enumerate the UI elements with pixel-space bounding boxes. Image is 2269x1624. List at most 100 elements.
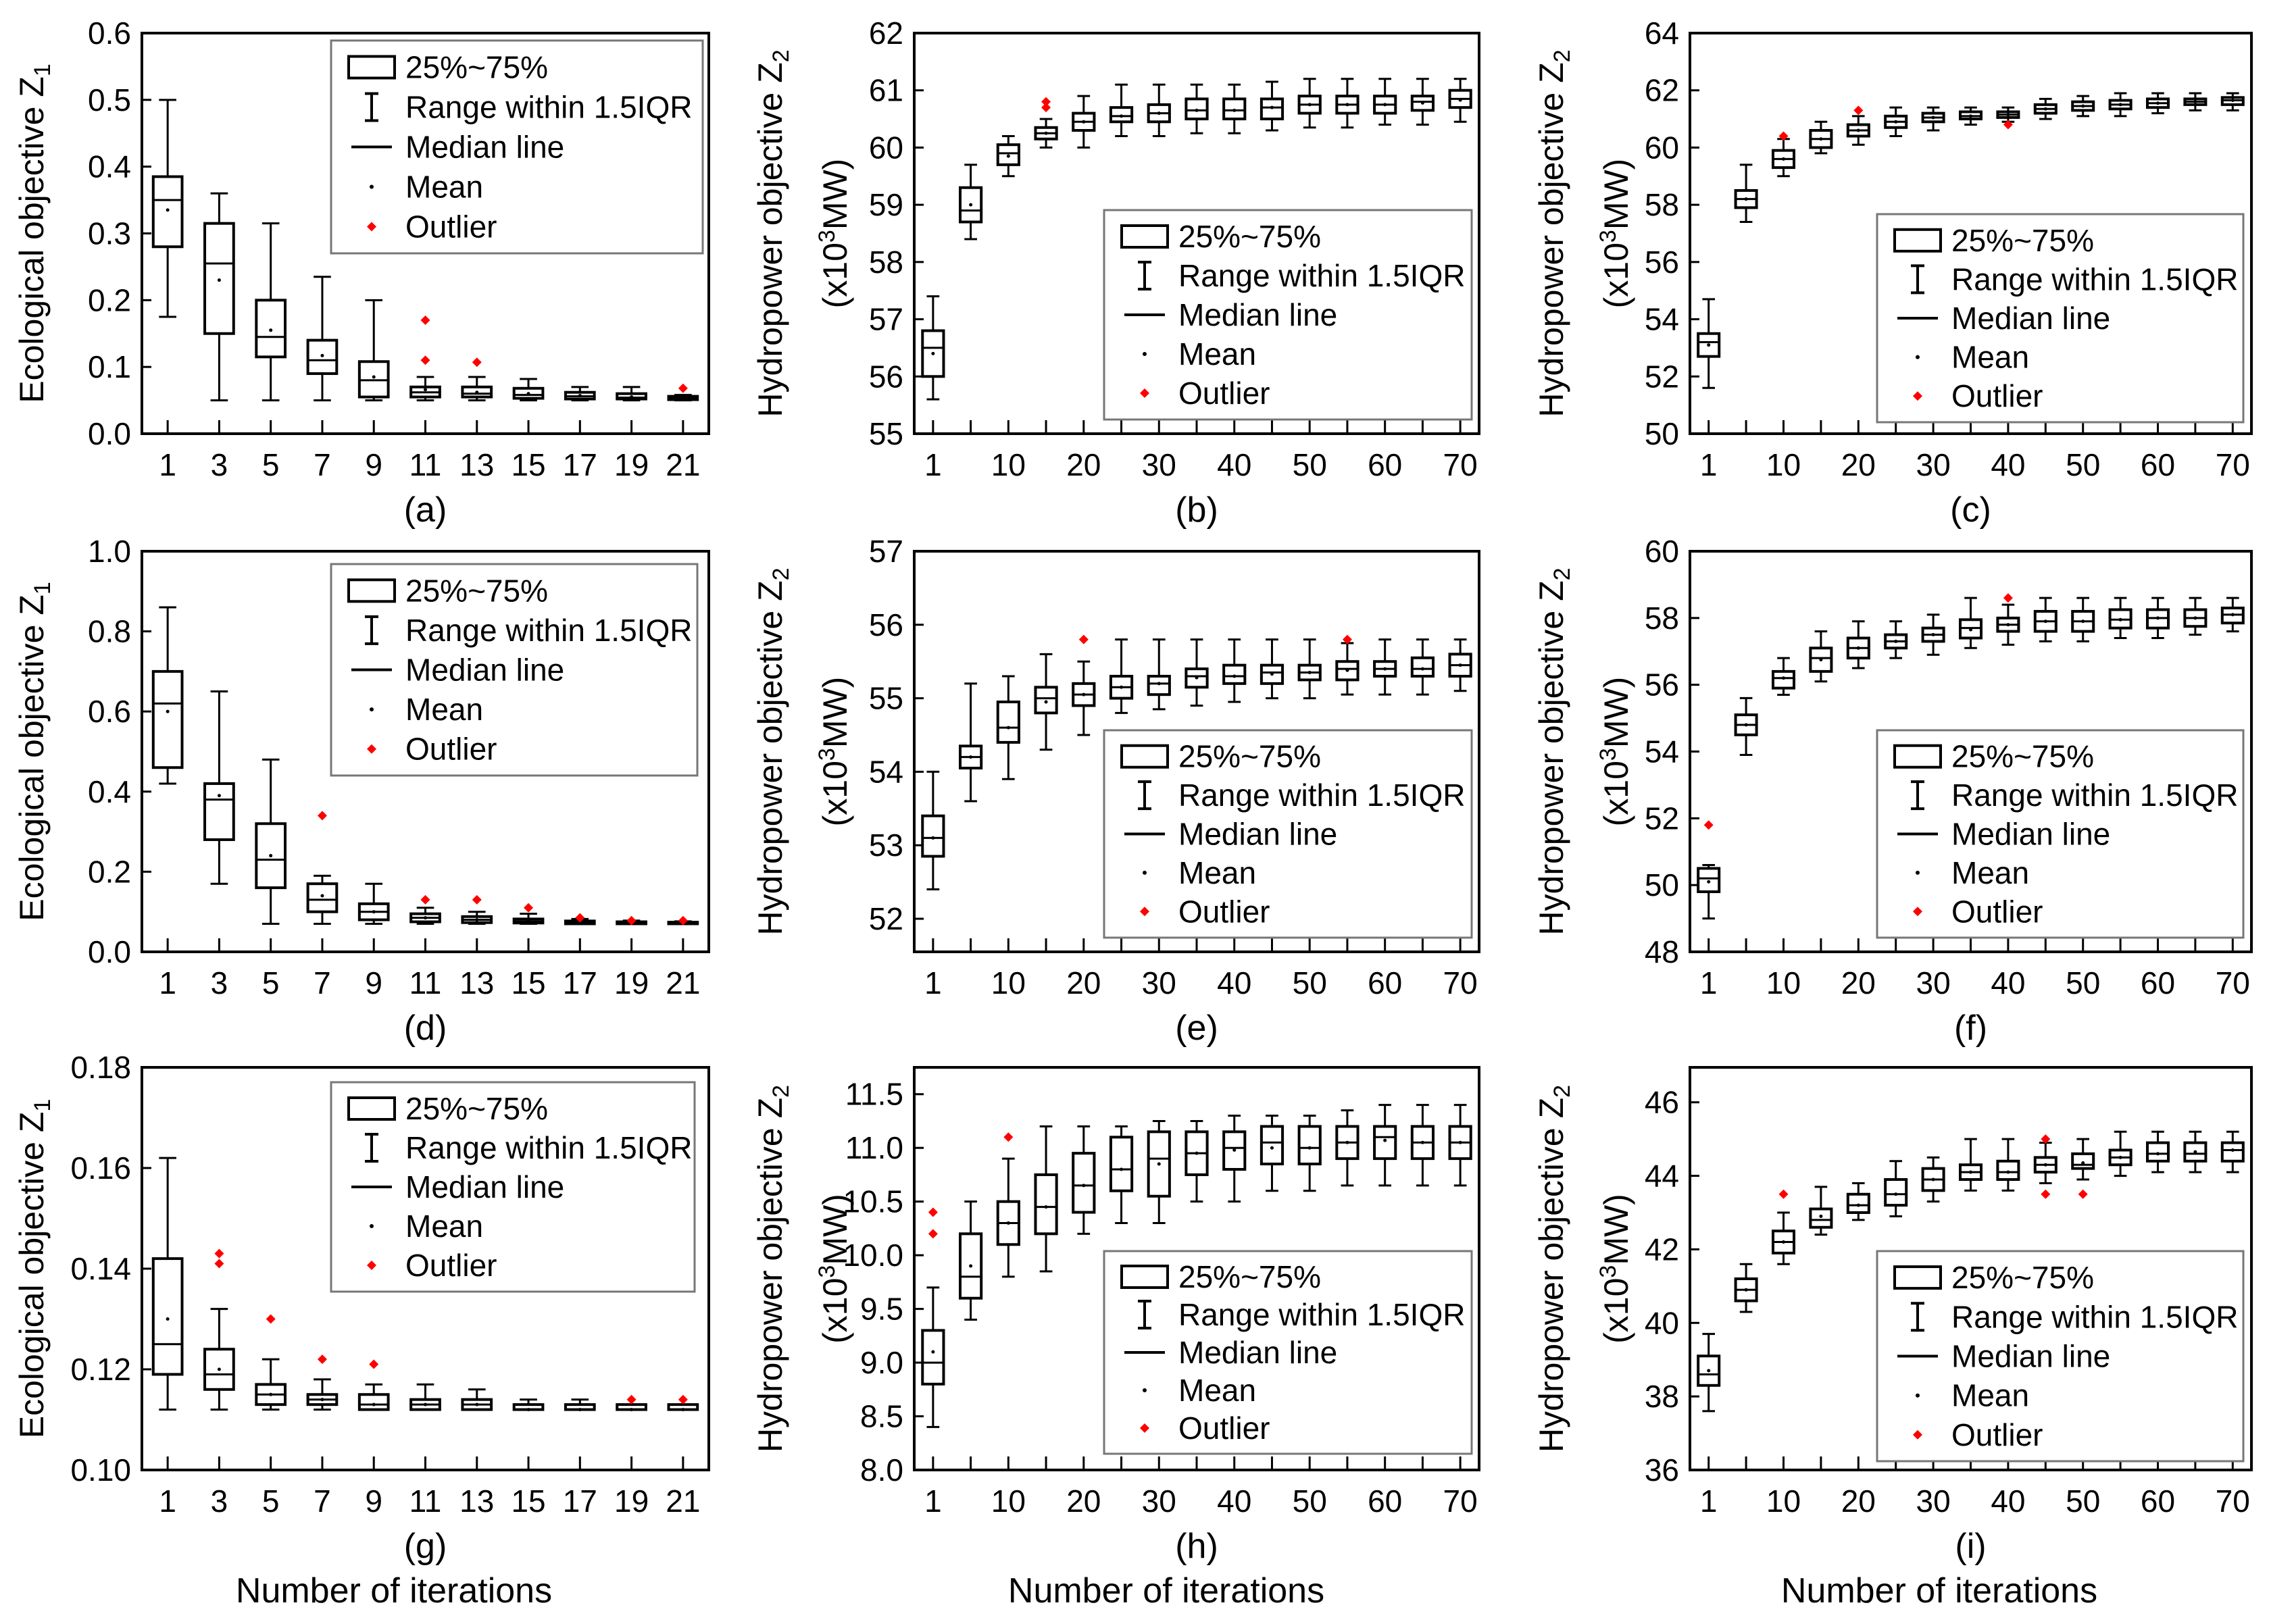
x-tick-label: 60 [1368, 1483, 1402, 1519]
box-17 [564, 913, 596, 925]
legend-range-icon [1138, 1300, 1151, 1329]
panel-a: 0.00.10.20.30.40.50.61 3 5 7 9 11 13 15 17 19 2125… [13, 16, 710, 530]
x-tick-label: 19 [614, 965, 649, 1000]
mean-marker [1819, 658, 1823, 662]
box-21 [667, 383, 699, 402]
y-tick-label: 0.2 [88, 854, 131, 889]
x-tick-label: 20 [1066, 965, 1101, 1000]
legend-range-icon [1911, 1302, 1924, 1332]
box-15 [1809, 120, 1833, 155]
box-60 [1373, 1104, 1397, 1187]
box-60 [2145, 92, 2170, 115]
x-tick-label: 1 [1700, 965, 1718, 1000]
mean-marker [475, 918, 479, 922]
legend-mean-icon [1916, 870, 1920, 875]
y-tick-label: 48 [1645, 934, 1679, 969]
y-tick-label: 57 [869, 534, 903, 569]
legend-range-icon [1138, 780, 1151, 811]
y-axis-title-main: Hydropower objective Z [751, 580, 789, 935]
y-tick-label: 56 [1645, 667, 1679, 703]
mean-marker [1782, 676, 1785, 680]
x-tick-label: 40 [1991, 1483, 2025, 1519]
mean-marker [1969, 114, 1972, 118]
legend-label: Mean [1178, 855, 1256, 890]
x-tick-label: 30 [1142, 965, 1176, 1000]
y-axis-title-main: Hydropower objective Z [751, 62, 789, 417]
panel-g: 0.100.120.140.160.181 3 5 7 9 11 13 15 17 19 2125%… [13, 1050, 710, 1566]
iqr-box [1109, 1136, 1134, 1192]
x-tick-label: 17 [563, 447, 597, 482]
mean-marker [269, 1392, 273, 1396]
legend-label: Range within 1.5IQR [405, 90, 692, 125]
y-tick-label: 0.14 [70, 1251, 131, 1286]
y-tick-label: 59 [869, 187, 903, 222]
legend: 25%~75% Range within 1.5IQR Median line Mea… [1103, 209, 1473, 421]
box-15 [512, 903, 545, 925]
panel-label: (a) [404, 490, 447, 530]
y-tick-label: 55 [869, 416, 903, 451]
iqr-box [357, 1393, 390, 1411]
y-axis-unit-superscript: 3 [1595, 230, 1621, 243]
mean-marker [1232, 108, 1237, 112]
mean-marker [1082, 120, 1086, 124]
mean-marker [969, 203, 973, 207]
y-tick-label: 55 [869, 681, 903, 716]
x-tick-label: 3 [211, 447, 228, 482]
legend-box-icon [1120, 744, 1169, 769]
mean-marker [475, 390, 479, 395]
legend-label: 25%~75% [405, 1091, 548, 1126]
x-tick-label: 7 [314, 965, 331, 1000]
y-tick-label: 44 [1645, 1159, 1679, 1194]
box-55 [1335, 1109, 1360, 1187]
mean-marker [475, 1402, 479, 1406]
box-30 [1147, 83, 1171, 137]
iqr-box [203, 782, 235, 841]
legend-label: Outlier [1178, 376, 1270, 411]
mean-marker [1458, 1140, 1462, 1144]
legend: 25%~75% Range within 1.5IQR Median line Mea… [330, 563, 699, 777]
x-tick-label: 50 [1293, 447, 1327, 482]
iqr-box [151, 669, 184, 769]
x-tick-label: 7 [314, 447, 331, 482]
mean-marker [2006, 1170, 2010, 1174]
legend-label: Mean [1951, 855, 2029, 890]
box-45 [2033, 1134, 2058, 1199]
mean-marker [2043, 107, 2047, 111]
box-9 [357, 882, 390, 925]
y-axis-unit-prefix: (x10 [816, 243, 854, 308]
x-tick-label: 50 [2066, 965, 2100, 1000]
legend-box-icon [1893, 228, 1942, 253]
y-axis-unit-prefix: (x10 [1597, 761, 1635, 826]
box-15 [1809, 1186, 1833, 1236]
box-60 [1373, 78, 1397, 126]
box-15 [1034, 653, 1058, 751]
box-20 [1846, 1182, 1870, 1221]
iqr-box [1410, 656, 1435, 678]
mean-marker [1420, 667, 1424, 671]
box-11 [409, 894, 441, 925]
x-axis-title: Number of iterations [236, 1571, 552, 1610]
y-tick-label: 0.4 [88, 149, 131, 184]
box-7 [306, 1354, 339, 1411]
y-axis-title-main: Ecological objective Z [13, 1112, 51, 1439]
box-60 [2145, 597, 2170, 639]
legend-box-icon [1120, 224, 1169, 249]
y-axis-unit-prefix: (x10 [1597, 1278, 1635, 1344]
legend-mean-icon [370, 707, 374, 712]
x-tick-label: 11 [409, 447, 442, 482]
box-9 [357, 1359, 390, 1411]
mean-marker [526, 919, 530, 923]
legend-label: Mean [405, 170, 483, 205]
legend-range-icon [1911, 264, 1924, 295]
panel-e: 52 53 54 55 56 57 1 10 20 30 40 50 60 70 25%~75% Range … [751, 534, 1480, 1048]
y-tick-label: 10.5 [843, 1184, 903, 1219]
mean-marker [1195, 676, 1199, 680]
legend-mean-icon [370, 1224, 374, 1228]
panel-label: (b) [1175, 490, 1218, 530]
outlier-marker [1853, 105, 1864, 116]
mean-marker [269, 854, 273, 858]
box-15 [512, 378, 545, 402]
iqr-box [203, 1348, 235, 1391]
box-50 [2071, 597, 2095, 642]
box-50 [2071, 95, 2095, 118]
